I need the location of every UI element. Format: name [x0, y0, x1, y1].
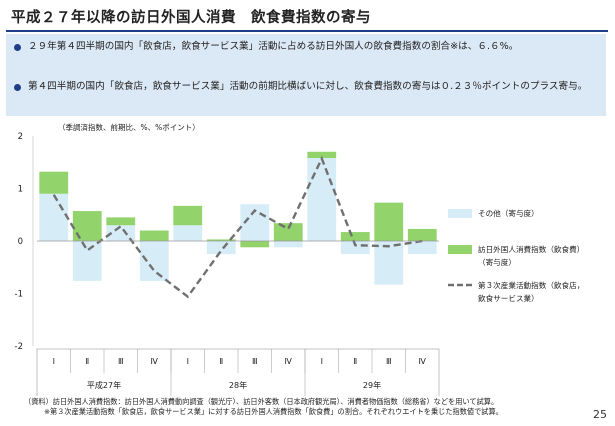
summary-bullet-1-text: ２９年第４四半期の国内「飲食店，飲食サービス業」活動に占める訪日外国人の飲食費指…	[28, 41, 519, 52]
summary-bullet-2: 第４四半期の国内「飲食店，飲食サービス業」活動の前期比横ばいに対し、飲食費指数の…	[14, 80, 594, 94]
y-tick-label: 0	[18, 237, 23, 247]
bar-visitor-food-9	[340, 232, 370, 241]
bar-visitor-food-2	[106, 217, 136, 226]
chart-unit-note: （季調済指数、前期比、%、%ポイント）	[58, 122, 200, 132]
bar-other-7	[273, 241, 303, 248]
bar-visitor-food-4	[173, 205, 203, 226]
bar-other-11	[407, 241, 437, 255]
bar-other-8	[307, 158, 337, 241]
summary-bullet-1: ２９年第４四半期の国内「飲食店，飲食サービス業」活動に占める訪日外国人の飲食費指…	[14, 40, 594, 54]
year-group-label: 29年	[363, 380, 381, 390]
bar-visitor-food-1	[72, 211, 102, 241]
bar-other-4	[173, 225, 203, 241]
y-tick-label: 2	[18, 132, 23, 142]
summary-bullet-2-text: 第４四半期の国内「飲食店，飲食サービス業」活動の前期比横ばいに対し、飲食費指数の…	[28, 81, 588, 92]
bar-other-1	[72, 241, 102, 281]
bar-visitor-food-6	[240, 241, 270, 248]
x-tick-label: Ⅰ	[53, 357, 55, 366]
bar-other-5	[206, 241, 236, 255]
x-tick-label: Ⅱ	[85, 357, 89, 366]
page-title: 平成２７年以降の訪日外国人消費 飲食費指数の寄与	[11, 10, 371, 26]
bar-visitor-food-11	[407, 228, 437, 241]
legend-swatch-1	[448, 245, 472, 254]
x-tick-label: Ⅳ	[285, 357, 293, 366]
bar-visitor-food-8	[307, 151, 337, 159]
x-tick-label: Ⅲ	[252, 357, 258, 366]
x-tick-label: Ⅰ	[321, 357, 323, 366]
bar-visitor-food-7	[273, 223, 303, 241]
bar-other-0	[39, 193, 69, 241]
bar-visitor-food-5	[206, 239, 236, 241]
bar-visitor-food-10	[374, 202, 404, 241]
series-line-tertiary-index	[52, 155, 423, 299]
x-tick-label: Ⅰ	[187, 357, 189, 366]
x-tick-label: Ⅱ	[219, 357, 223, 366]
title-underline	[6, 30, 608, 32]
x-tick-label: Ⅳ	[419, 357, 427, 366]
bar-other-2	[106, 225, 136, 241]
bullet-dot-icon	[14, 84, 21, 91]
x-tick-label: Ⅲ	[386, 357, 392, 366]
legend-label-1: 訪日外国人消費指数（飲食費）	[478, 244, 584, 254]
legend-label-2: 第３次産業活動指数（飲食店，	[478, 280, 584, 290]
y-tick-label: 1	[18, 185, 23, 195]
contribution-chart: （季調済指数、前期比、%、%ポイント） 2 1 0 -1 -2 Ⅰ Ⅱ Ⅲ Ⅳ Ⅰ Ⅱ Ⅲ Ⅳ Ⅰ Ⅱ Ⅲ Ⅳ 平成…	[15, 122, 584, 396]
x-tick-label: Ⅱ	[353, 357, 357, 366]
year-group-label: 平成27年	[87, 380, 121, 390]
legend-swatch-0	[448, 209, 472, 218]
x-tick-label: Ⅲ	[118, 357, 124, 366]
x-tick-label: Ⅳ	[151, 357, 159, 366]
footnote-ratio: ※第３次産業活動指数「飲食店，飲食サービス業」に対する訪日外国人消費指数「飲食費…	[44, 407, 503, 416]
bar-visitor-food-3	[139, 230, 169, 241]
page-number: 25	[593, 408, 607, 421]
year-group-label: 28年	[229, 380, 247, 390]
legend-label-1: （寄与度）	[478, 257, 516, 267]
legend-label-2: 飲食サービス業）	[478, 293, 539, 303]
y-tick-label: -2	[15, 342, 23, 352]
bar-visitor-food-0	[39, 171, 69, 194]
footnote-source: （資料）訪日外国人消費指数：訪日外国人消費動向調査（観光庁）、訪日外客数（日本政…	[24, 397, 499, 406]
y-tick-label: -1	[15, 290, 23, 300]
bar-other-10	[374, 241, 404, 285]
bar-other-3	[139, 241, 169, 281]
legend-label-0: その他（寄与度）	[478, 208, 539, 218]
bullet-dot-icon	[14, 44, 21, 51]
summary-box: ２９年第４四半期の国内「飲食店，飲食サービス業」活動に占める訪日外国人の飲食費指…	[6, 34, 606, 116]
